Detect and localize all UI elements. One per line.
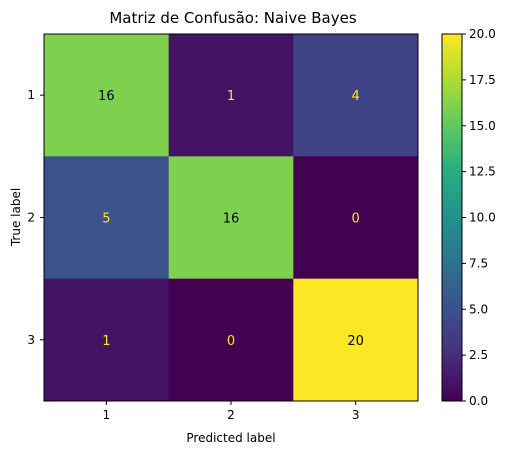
cell-value-label: 20 [347,334,364,349]
colorbar-tick-label: 17.5 [469,73,496,87]
y-tick-label: 2 [27,211,35,225]
x-tick-label: 1 [103,408,111,422]
x-axis-ticks: 1 2 3 [103,401,360,422]
cell-value-label: 4 [352,89,360,104]
cell-value-label: 1 [227,89,235,104]
colorbar-tick-label: 5.0 [469,302,488,316]
cell-value-label: 1 [102,334,110,349]
colorbar-tick-label: 10.0 [469,211,496,225]
cell-value-labels: 16 1 45 16 01 0 20 [98,89,364,349]
heatmap-cell [44,34,170,157]
heatmap-cell [293,34,419,157]
colorbar-tick-label: 7.5 [469,256,488,270]
cell-value-label: 16 [98,89,115,104]
x-axis-label: Predicted label [186,431,275,445]
colorbar-tick-label: 20.0 [469,27,496,41]
x-tick-label: 2 [227,408,235,422]
colorbar-tick-label: 2.5 [469,348,488,362]
colorbar [441,33,463,402]
y-tick-label: 1 [27,88,35,102]
cell-value-label: 16 [223,212,240,227]
chart-title: Matriz de Confusão: Naive Bayes [109,9,357,27]
heatmap-cell [293,278,419,402]
heatmap-cell [44,278,170,402]
y-axis-label: True label [9,188,23,247]
colorbar-tick-label: 15.0 [469,119,496,133]
colorbar-ticks: 0.0 2.5 5.0 7.5 10.0 12.5 15.0 17.5 20.0 [462,27,496,408]
y-tick-label: 3 [27,333,35,347]
y-axis-ticks: 1 2 3 [27,88,44,347]
cell-value-label: 0 [352,212,360,227]
heatmap-cells [44,34,419,402]
x-tick-label: 3 [352,408,360,422]
heatmap-cell [168,34,294,157]
cell-value-label: 5 [102,212,110,227]
colorbar-tick-label: 12.5 [469,165,496,179]
heatmap-cell [44,156,170,280]
colorbar-tick-label: 0.0 [469,394,488,408]
heatmap-cell [293,156,419,280]
heatmap-cell [168,156,294,280]
heatmap-cell [168,278,294,402]
cell-value-label: 0 [227,334,235,349]
